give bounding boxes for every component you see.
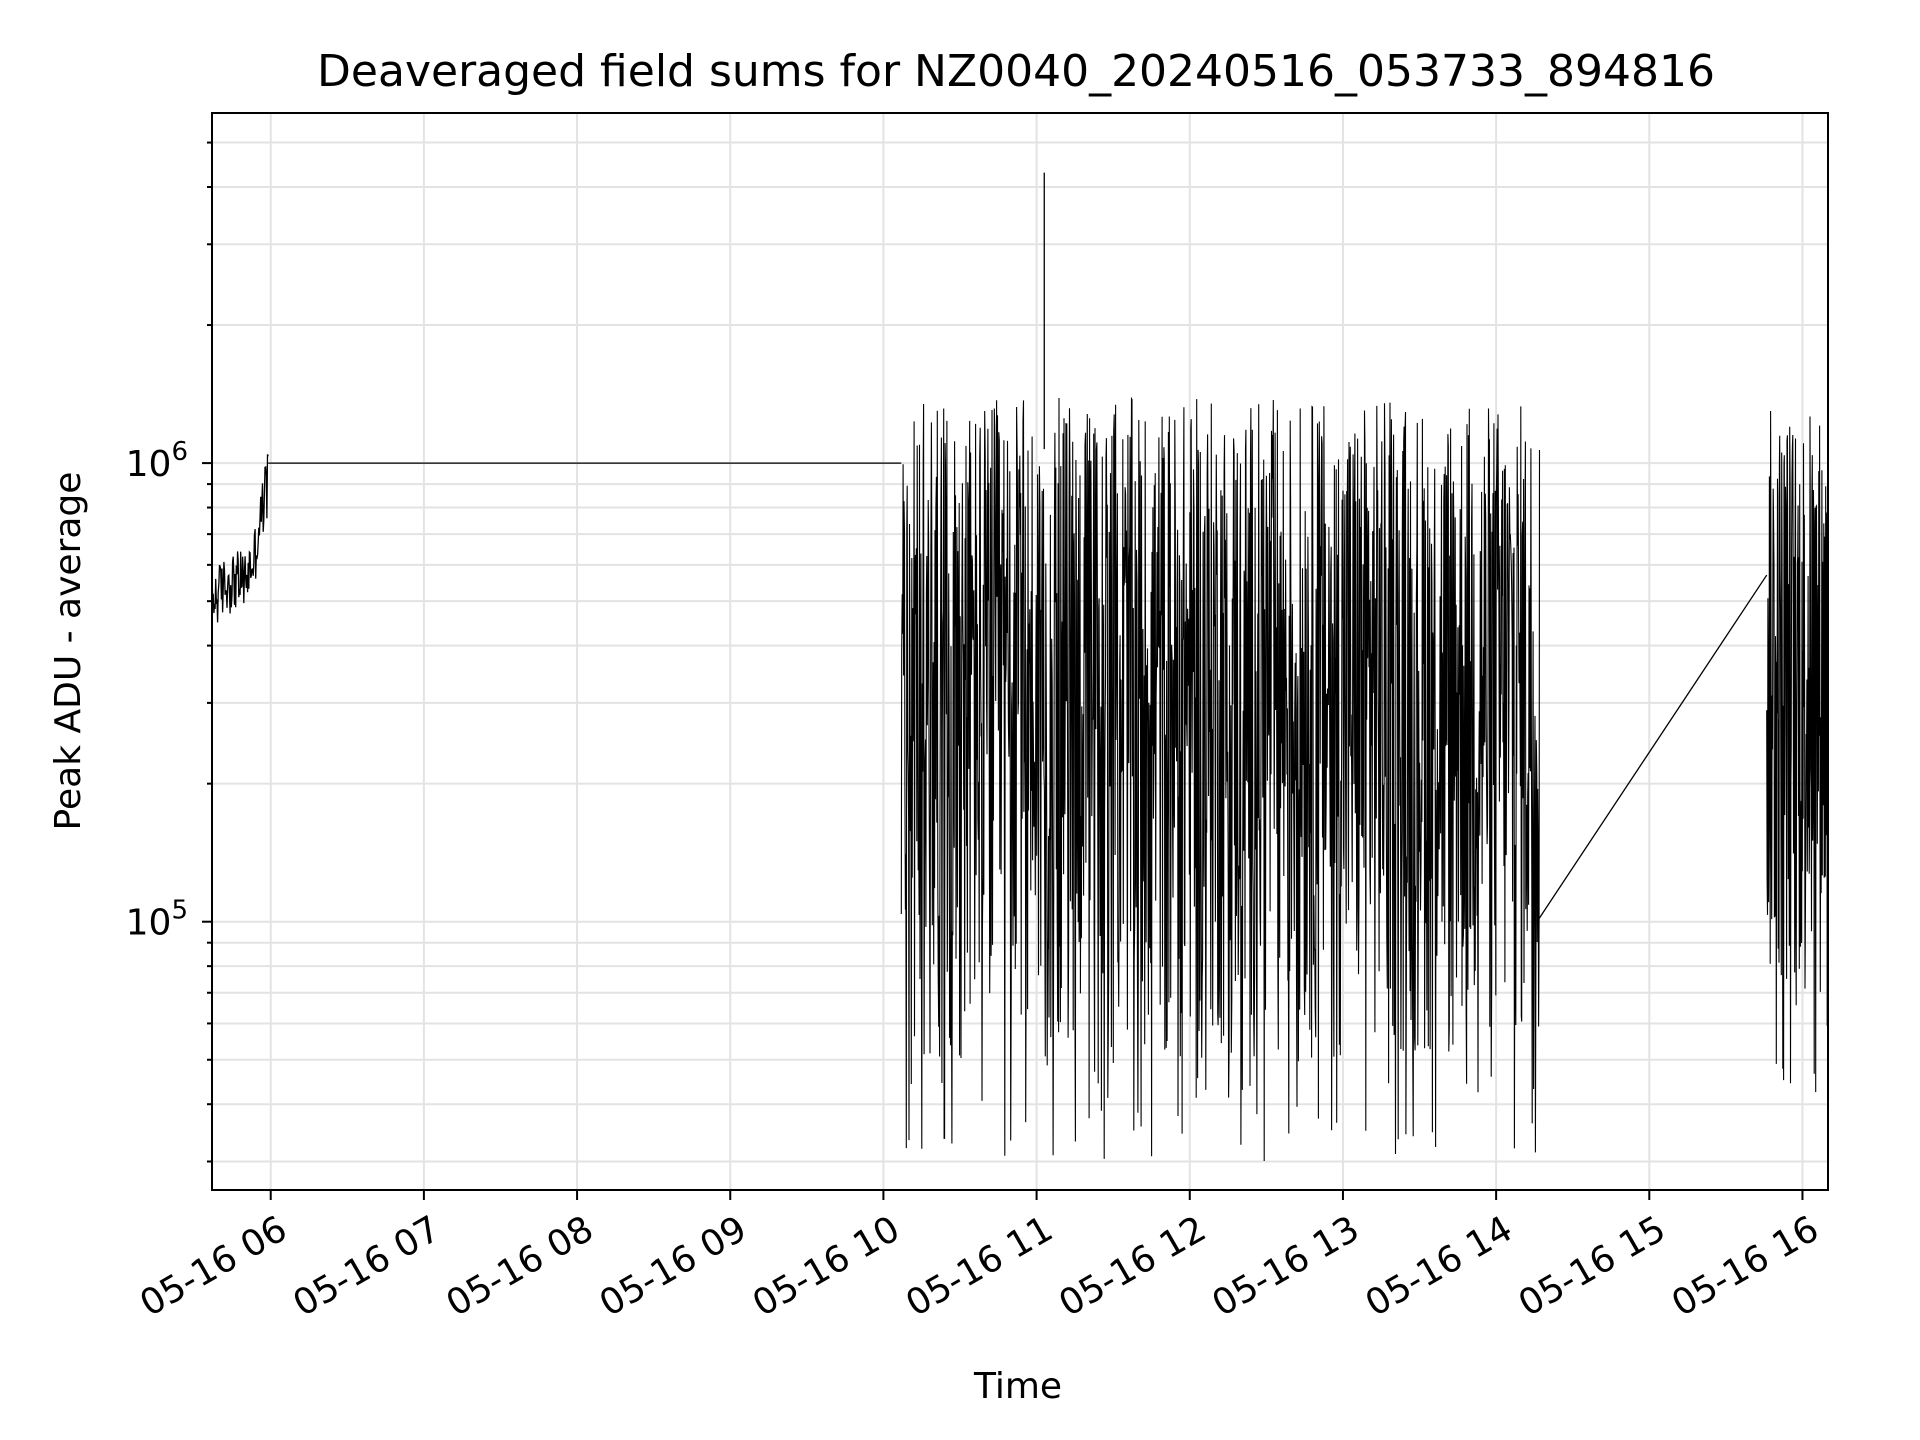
x-tick-label: 05-16 06 [133,1208,294,1324]
data-line-segment [1766,410,1829,1093]
y-tick-label: 105 [126,896,188,944]
grid [212,113,1828,1190]
x-axis-label: Time [973,1366,1062,1407]
x-tick-label: 05-16 08 [440,1208,601,1324]
x-tick-label: 05-16 10 [746,1208,907,1324]
chart-title: Deaveraged field sums for NZ0040_2024051… [317,46,1715,97]
data-line-segment [900,396,1541,1162]
x-tick-label: 05-16 12 [1052,1208,1213,1324]
plot-area [211,172,1829,1162]
y-axis-label: Peak ADU - average [48,472,89,831]
y-tick-label: 106 [126,437,188,485]
x-tick-label: 05-16 15 [1512,1208,1673,1324]
data-connector [1536,574,1768,923]
x-tick-label: 05-16 16 [1665,1208,1826,1324]
axes-frame [211,112,1829,1191]
x-tick-label: 05-16 14 [1359,1208,1520,1324]
x-tick-label: 05-16 11 [899,1208,1060,1324]
data-line-segment [211,454,269,623]
x-tick-label: 05-16 13 [1206,1208,1367,1324]
x-tick-label: 05-16 09 [593,1208,754,1324]
x-tick-label: 05-16 07 [287,1208,448,1324]
